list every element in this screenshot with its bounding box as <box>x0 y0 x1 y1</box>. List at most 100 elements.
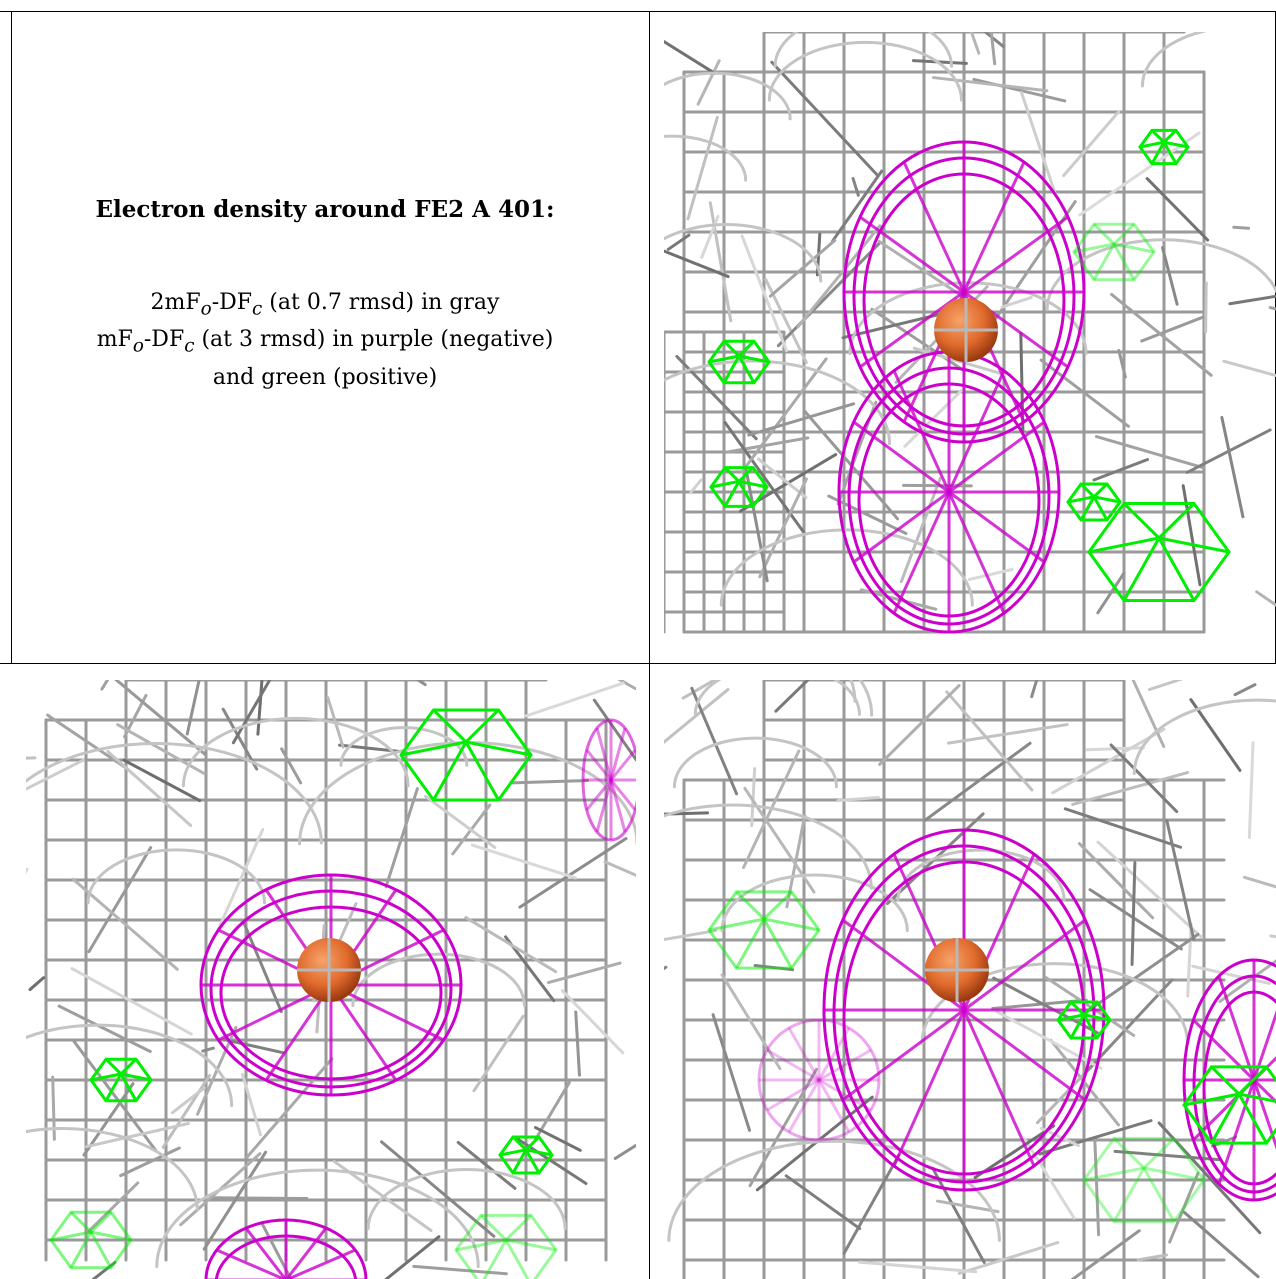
mesh-arc <box>664 223 823 283</box>
negative-wire <box>892 1009 966 1167</box>
negative-wire <box>585 749 613 781</box>
negative-wire <box>284 1227 328 1279</box>
mesh-line <box>1092 457 1150 482</box>
negative-density-mesh <box>837 140 1086 634</box>
mesh-line <box>57 1004 152 1054</box>
mesh-line <box>119 1146 181 1178</box>
mesh-line <box>708 201 733 323</box>
negative-wire <box>948 490 1046 564</box>
positive-wire <box>1157 537 1196 602</box>
positive-wire <box>464 708 500 744</box>
legend-2fofc-mid: -DF <box>211 290 253 315</box>
mesh-line <box>1147 680 1184 692</box>
positive-wire <box>499 1148 527 1157</box>
negative-wire <box>818 1048 872 1082</box>
mesh-line <box>1096 840 1204 940</box>
iron-atom-sphere <box>934 298 998 362</box>
legend-2fofc-prefix: 2mF <box>150 290 201 315</box>
mesh-line <box>546 961 622 985</box>
positive-blob <box>454 1213 558 1279</box>
negative-wire <box>962 1009 1036 1167</box>
negative-wire <box>609 779 627 833</box>
mesh-line <box>613 1143 636 1160</box>
frame-top <box>0 11 1276 12</box>
mesh-line <box>744 467 769 583</box>
mesh-line <box>513 1135 588 1185</box>
mesh-line <box>384 1235 441 1279</box>
mesh-line <box>256 680 264 736</box>
negative-wire <box>892 491 951 614</box>
mesh-line <box>774 680 810 713</box>
positive-wire <box>1067 495 1095 504</box>
negative-wire <box>787 1027 821 1081</box>
mesh-line <box>681 680 718 700</box>
mesh-arc <box>767 41 963 102</box>
mesh-line <box>1063 807 1183 849</box>
positive-wire <box>1143 1166 1205 1182</box>
mesh-line <box>740 357 828 474</box>
legend-line-positive: and green (positive) <box>212 364 438 390</box>
mesh-line <box>969 32 981 55</box>
mesh-arc <box>1140 32 1276 88</box>
positive-wire <box>90 1072 122 1082</box>
positive-wire <box>524 1135 541 1151</box>
mesh-line <box>1062 110 1121 178</box>
mesh-line <box>796 224 882 329</box>
positive-wire <box>120 1072 152 1082</box>
mesh-line <box>1168 1171 1200 1244</box>
mesh-line <box>245 1057 334 1159</box>
mesh-line <box>161 1074 212 1149</box>
positive-wire <box>1122 502 1161 540</box>
positive-wire <box>1237 1093 1268 1144</box>
negative-wire <box>787 1079 821 1133</box>
mesh-line <box>1131 680 1166 748</box>
mesh-line <box>935 1199 1000 1214</box>
positive-wire <box>69 1231 93 1269</box>
positive-wire <box>50 1230 92 1242</box>
mesh-arc <box>664 134 748 182</box>
mesh-arc <box>667 1139 1001 1242</box>
mesh-line <box>690 686 739 796</box>
legend-fofc-sub-o: o <box>132 335 144 357</box>
mesh-line <box>696 59 721 106</box>
mesh-line <box>664 39 717 75</box>
positive-wire <box>738 354 770 364</box>
mesh-line <box>686 115 719 221</box>
positive-wire <box>1079 482 1096 498</box>
frame-center <box>649 11 650 1279</box>
positive-blob <box>1066 482 1122 522</box>
mesh-line <box>912 346 1007 377</box>
mesh-line <box>1165 819 1196 941</box>
mesh-line <box>384 787 419 889</box>
mesh-line <box>1096 571 1126 615</box>
mesh-line <box>201 1046 215 1053</box>
mesh-arc <box>351 952 526 1008</box>
mesh-line <box>957 1241 1060 1275</box>
positive-wire <box>1162 129 1178 144</box>
positive-wire <box>1069 1000 1086 1016</box>
positive-wire <box>89 1211 113 1234</box>
mesh-line <box>664 965 668 971</box>
negative-wire <box>609 749 636 781</box>
mesh-line <box>1222 359 1276 378</box>
positive-wire <box>90 1230 132 1242</box>
caption-cell: Electron density around FE2 A 401: 2mFo-… <box>20 195 630 393</box>
positive-wire <box>763 917 820 932</box>
positive-wire <box>482 1239 508 1279</box>
legend-fofc-mid: -DF <box>143 327 185 353</box>
mesh-line <box>1204 281 1208 334</box>
mesh-line <box>700 214 720 259</box>
mesh-line <box>982 32 1005 49</box>
mesh-line <box>755 1095 874 1192</box>
mesh-line <box>857 1260 978 1274</box>
mesh-line <box>518 837 628 909</box>
positive-wire <box>1139 140 1165 149</box>
mesh-line <box>46 713 129 771</box>
mesh-line <box>1030 680 1039 699</box>
positive-wire <box>104 1058 123 1076</box>
iron-atom-sphere <box>297 938 361 1002</box>
positive-wire <box>1069 1014 1086 1039</box>
mesh-line <box>1140 314 1207 343</box>
density-mesh-bottom-left <box>26 680 636 1279</box>
mesh-line <box>412 1264 508 1276</box>
